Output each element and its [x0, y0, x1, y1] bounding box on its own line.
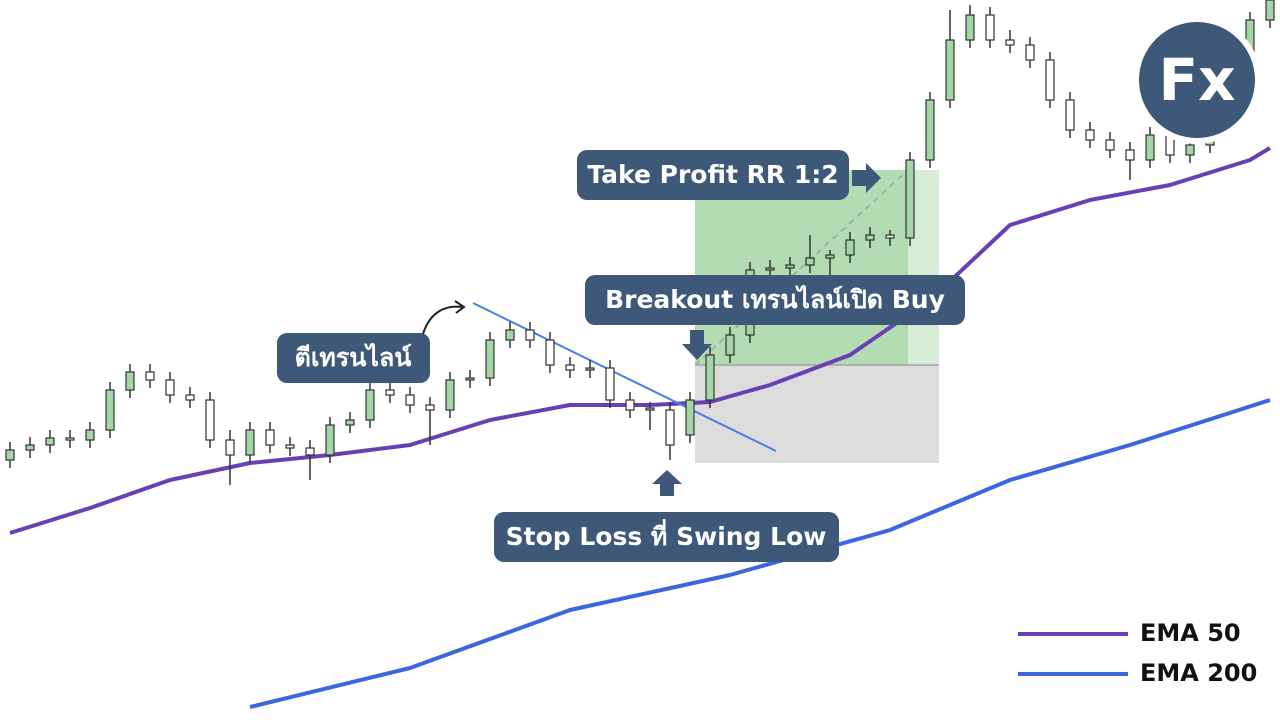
candle-body: [705, 354, 715, 401]
logo-text: Fx: [1158, 46, 1235, 114]
candle-body: [5, 449, 15, 461]
candle-body: [465, 377, 475, 381]
candle-body: [1185, 144, 1195, 156]
candle-body: [225, 439, 235, 456]
legend-label: EMA 50: [1140, 619, 1241, 647]
trendline: [472, 302, 777, 452]
arrow: [852, 163, 881, 193]
candle-body: [865, 234, 875, 241]
candle-body: [305, 447, 315, 456]
candle-body: [985, 14, 995, 41]
label-box: [277, 333, 430, 383]
stop-loss-zone: [695, 365, 939, 463]
candle-body: [425, 404, 435, 411]
candle-body: [905, 159, 915, 239]
candle-body: [885, 234, 895, 239]
annotations: Take Profit RR 1:2 Breakout เทรนไลน์เปิด…: [277, 16, 1261, 562]
candle-body: [645, 407, 655, 411]
annotation: Take Profit RR 1:2: [587, 160, 838, 189]
candle-body: [45, 437, 55, 446]
plot-area: [694, 169, 939, 463]
candle-body: [345, 419, 355, 426]
candle-body: [385, 389, 395, 396]
legend: EMA 50 EMA 200: [1018, 619, 1257, 687]
candle-body: [325, 424, 335, 456]
candle-body: [565, 364, 575, 371]
arrow: [422, 305, 463, 335]
candle-body: [185, 394, 195, 401]
candle-body: [245, 429, 255, 456]
candle-body: [1085, 129, 1095, 141]
candle-body: [445, 379, 455, 411]
candle-body: [1105, 139, 1115, 151]
annotation: ตีเทรนไลน์: [295, 342, 412, 372]
candle-body: [85, 429, 95, 441]
candle-body: [1065, 99, 1075, 131]
candle-body: [685, 399, 695, 436]
annotation: Breakout เทรนไลน์เปิด Buy: [605, 284, 945, 314]
candle-body: [845, 239, 855, 256]
candle-body: [145, 371, 155, 381]
annotation: Stop Loss ที่ Swing Low: [506, 519, 827, 551]
candle-body: [485, 339, 495, 379]
label-box: [577, 150, 849, 200]
candle-body: [765, 267, 775, 271]
candle-body: [1145, 134, 1155, 161]
indicators: [9, 146, 1272, 709]
candle-body: [1045, 59, 1055, 101]
candle-body: [545, 339, 555, 366]
candle-body: [1125, 149, 1135, 161]
candle-body: [105, 389, 115, 431]
candle-body: [585, 367, 595, 371]
candle-body: [805, 257, 815, 266]
candle-body: [265, 429, 275, 446]
candle-body: [925, 99, 935, 161]
candle-body: [525, 329, 535, 341]
label-box: [585, 275, 965, 325]
candle-body: [785, 264, 795, 269]
candle-body: [825, 254, 835, 259]
candle-body: [205, 399, 215, 441]
candle-body: [965, 14, 975, 41]
candles: [5, 0, 1275, 485]
label-box: [494, 512, 839, 562]
candle-body: [65, 437, 75, 441]
ema-line: [9, 146, 1272, 535]
candle-body: [665, 409, 675, 446]
candle-body: [165, 379, 175, 396]
arrow: [682, 330, 712, 360]
candle-body: [945, 39, 955, 101]
candle-body: [505, 329, 515, 341]
candle-body: [25, 444, 35, 451]
logo: [1139, 22, 1255, 138]
candle-body: [1005, 39, 1015, 46]
legend-label: EMA 200: [1140, 659, 1257, 687]
candle-body: [725, 334, 735, 356]
arrow: [652, 470, 682, 496]
candle-body: [405, 394, 415, 406]
candle-body: [285, 444, 295, 449]
candle-body: [365, 389, 375, 421]
arrow: [454, 300, 466, 314]
candle-body: [625, 399, 635, 411]
candle-body: [1025, 44, 1035, 61]
candle-body: [1265, 0, 1275, 21]
candle-body: [605, 367, 615, 401]
candle-body: [125, 371, 135, 391]
